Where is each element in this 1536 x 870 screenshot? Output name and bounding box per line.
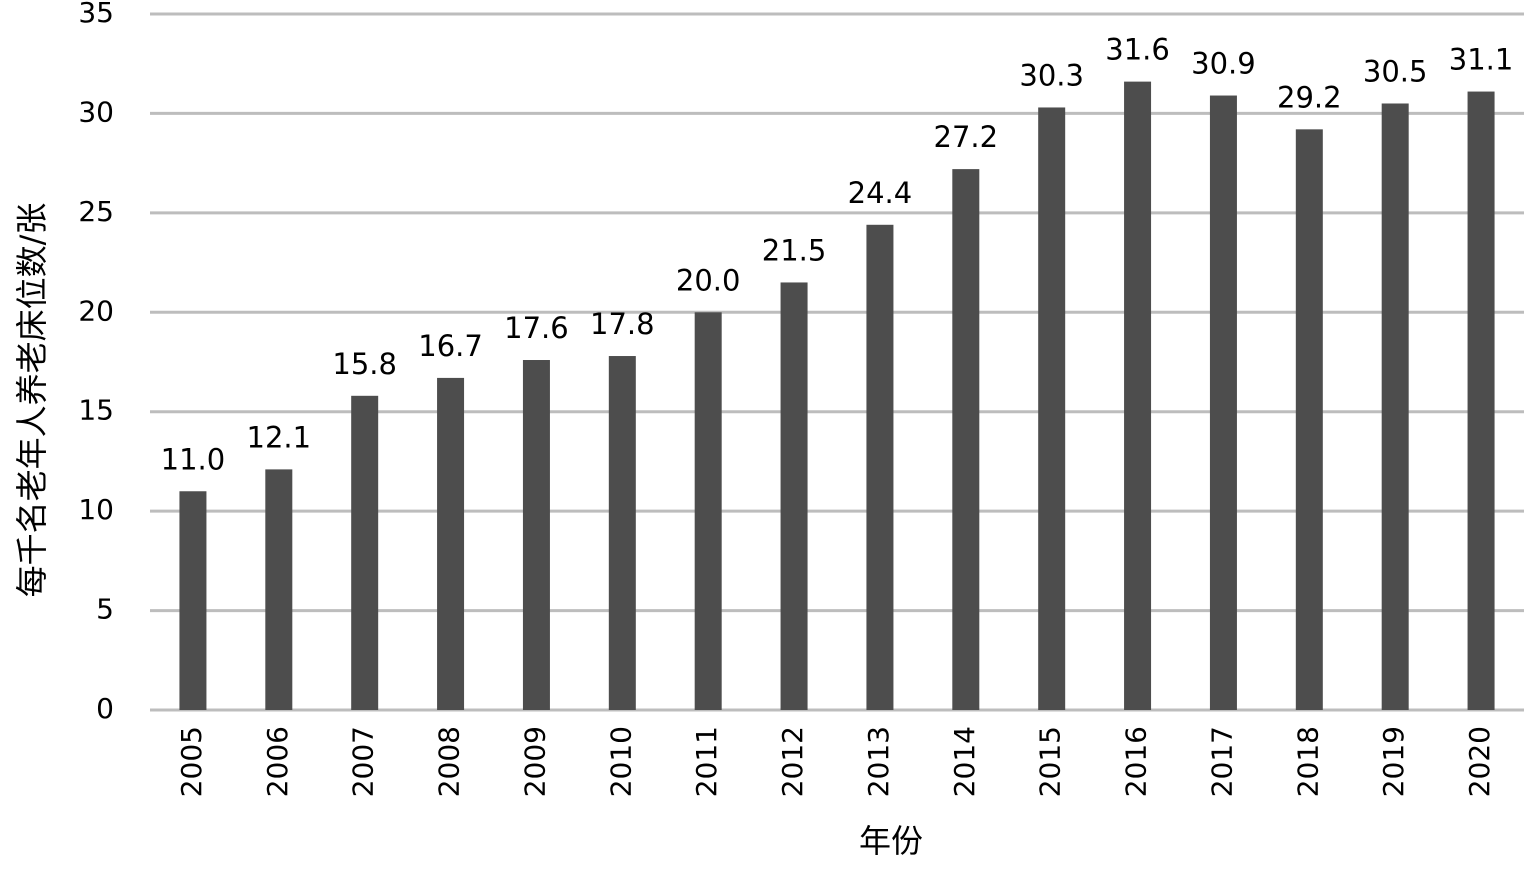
y-tick-label: 15 bbox=[78, 394, 114, 427]
data-label-2012: 21.5 bbox=[762, 233, 827, 267]
data-label-2010: 17.8 bbox=[590, 307, 655, 341]
bar-2010 bbox=[608, 356, 636, 710]
x-tick-label: 2019 bbox=[1377, 726, 1410, 797]
y-tick-label: 0 bbox=[96, 692, 114, 725]
y-tick-label: 30 bbox=[78, 95, 114, 128]
bar-2009 bbox=[522, 360, 550, 710]
bar-2007 bbox=[351, 395, 379, 710]
data-label-2008: 16.7 bbox=[418, 329, 483, 363]
data-label-2014: 27.2 bbox=[934, 120, 999, 154]
data-label-2018: 29.2 bbox=[1277, 80, 1342, 114]
y-axis-title: 每千名老年人养老床位数/张 bbox=[13, 203, 51, 598]
bar-2017 bbox=[1209, 95, 1237, 710]
data-label-2011: 20.0 bbox=[676, 263, 741, 297]
x-tick-label: 2008 bbox=[433, 726, 466, 797]
x-tick-label: 2009 bbox=[518, 726, 551, 797]
bar-2011 bbox=[694, 312, 722, 710]
bar-2006 bbox=[265, 469, 293, 710]
y-axis-ticks: 0 5 10 15 20 25 30 35 bbox=[78, 0, 114, 725]
x-tick-label: 2005 bbox=[175, 726, 208, 797]
bar-2013 bbox=[866, 224, 894, 710]
x-tick-label: 2007 bbox=[347, 726, 380, 797]
y-tick-label: 5 bbox=[96, 593, 114, 626]
bar-2018 bbox=[1295, 129, 1323, 710]
bar-2008 bbox=[437, 377, 465, 710]
x-tick-label: 2006 bbox=[261, 726, 294, 797]
data-label-2009: 17.6 bbox=[504, 311, 569, 345]
gridlines bbox=[150, 12, 1524, 712]
x-tick-label: 2015 bbox=[1034, 726, 1067, 797]
data-label-2015: 30.3 bbox=[1019, 58, 1084, 92]
bar-2014 bbox=[952, 169, 980, 710]
bars bbox=[179, 81, 1495, 711]
bar-2012 bbox=[780, 282, 808, 710]
data-label-2007: 15.8 bbox=[332, 347, 397, 381]
x-tick-label: 2014 bbox=[948, 726, 981, 797]
y-tick-label: 10 bbox=[78, 493, 114, 526]
data-label-2006: 12.1 bbox=[247, 420, 312, 454]
bar-2016 bbox=[1124, 81, 1152, 710]
bar-2019 bbox=[1381, 103, 1409, 710]
data-labels: 11.0 12.1 15.8 16.7 17.6 17.8 20.0 21.5 24.4 27.2… bbox=[161, 33, 1514, 477]
bar-2020 bbox=[1467, 91, 1495, 711]
y-tick-label: 20 bbox=[78, 294, 114, 327]
x-tick-label: 2010 bbox=[604, 726, 637, 797]
data-label-2016: 31.6 bbox=[1105, 33, 1170, 67]
x-tick-label: 2011 bbox=[690, 726, 723, 797]
x-tick-label: 2020 bbox=[1463, 726, 1496, 797]
data-label-2019: 30.5 bbox=[1363, 54, 1428, 88]
data-label-2017: 30.9 bbox=[1191, 47, 1256, 81]
x-tick-label: 2017 bbox=[1205, 726, 1238, 797]
x-tick-label: 2013 bbox=[862, 726, 895, 797]
data-label-2013: 24.4 bbox=[848, 176, 913, 210]
y-tick-label: 35 bbox=[78, 0, 114, 29]
x-tick-label: 2012 bbox=[776, 726, 809, 797]
x-tick-label: 2016 bbox=[1120, 726, 1153, 797]
y-tick-label: 25 bbox=[78, 195, 114, 228]
x-axis-title: 年份 bbox=[859, 822, 923, 860]
x-tick-label: 2018 bbox=[1291, 726, 1324, 797]
bar-2005 bbox=[179, 491, 207, 710]
data-label-2020: 31.1 bbox=[1449, 43, 1514, 77]
x-axis-ticks: 2005 2006 2007 2008 2009 2010 2011 2012 2013 2014… bbox=[175, 726, 1496, 797]
bar-2015 bbox=[1038, 107, 1066, 710]
data-label-2005: 11.0 bbox=[161, 442, 226, 476]
